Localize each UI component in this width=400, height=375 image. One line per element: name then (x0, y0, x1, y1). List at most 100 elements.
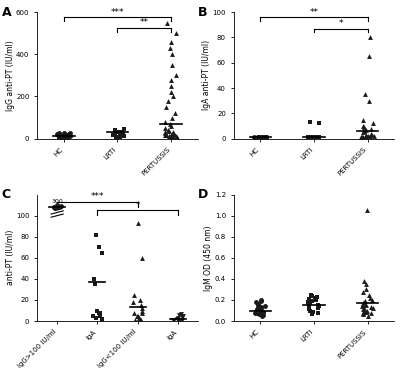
Point (312, 134, 319, 140)
Point (56, 134, 62, 140)
Point (368, 130, 374, 136)
Point (368, 126, 374, 132)
Point (118, 132, 125, 138)
Point (254, 306, 260, 312)
Point (366, 292, 372, 298)
Point (368, 310, 374, 316)
Point (366, 98, 372, 104)
Point (66, 130, 73, 136)
Point (94, 308, 100, 314)
Point (170, 129, 176, 135)
Point (116, 134, 122, 140)
Point (162, 130, 168, 136)
Point (173, 30, 179, 36)
Point (117, 129, 123, 135)
Point (136, 317, 142, 323)
Point (359, 134, 365, 140)
Point (90, 276, 97, 282)
Point (312, 134, 318, 140)
Point (61, 132, 67, 138)
Point (56, 131, 62, 137)
Text: *: * (135, 201, 140, 210)
Point (137, 316, 144, 322)
Point (255, 134, 261, 140)
Point (176, 312, 183, 318)
Point (312, 295, 318, 301)
Point (168, 83, 174, 89)
Point (361, 278, 367, 284)
Text: **: ** (310, 8, 318, 16)
Point (52, 205, 58, 211)
Point (369, 132, 376, 138)
Point (169, 131, 176, 137)
Point (251, 134, 257, 140)
Text: A: A (2, 6, 11, 19)
Point (254, 302, 261, 308)
Point (138, 317, 144, 323)
Point (56, 135, 63, 141)
Point (361, 124, 368, 130)
Point (120, 126, 127, 132)
Point (362, 132, 369, 138)
Point (65, 132, 72, 138)
Point (162, 131, 169, 137)
Point (315, 134, 321, 140)
Point (117, 130, 124, 136)
Point (360, 310, 366, 316)
Point (168, 132, 174, 138)
Point (254, 134, 261, 140)
Point (165, 98, 172, 104)
Point (162, 132, 168, 138)
Point (309, 134, 316, 140)
Point (134, 313, 141, 319)
Point (314, 302, 321, 308)
Point (360, 306, 366, 312)
Point (307, 300, 313, 306)
Point (306, 304, 312, 310)
Point (260, 134, 266, 140)
Point (263, 134, 269, 140)
Point (362, 134, 369, 140)
Point (362, 134, 369, 140)
Point (263, 134, 269, 140)
Point (360, 301, 366, 307)
Point (58, 135, 64, 141)
Point (66, 133, 73, 139)
Point (130, 299, 136, 305)
Point (363, 281, 369, 287)
Point (310, 309, 317, 315)
Point (366, 34, 373, 40)
Y-axis label: IgM OD (450 nm): IgM OD (450 nm) (204, 225, 213, 291)
Point (172, 110, 178, 116)
Point (253, 308, 259, 314)
Text: **: ** (140, 18, 149, 27)
Y-axis label: IgG anti-PT (IU/ml): IgG anti-PT (IU/ml) (6, 40, 14, 111)
Point (173, 72, 179, 78)
Point (162, 119, 168, 125)
Point (358, 134, 364, 140)
Point (56, 206, 62, 212)
Point (256, 134, 262, 140)
Point (360, 134, 367, 140)
Point (258, 297, 265, 303)
Text: 300: 300 (51, 199, 63, 204)
Point (361, 308, 367, 314)
Point (167, 135, 173, 141)
Point (112, 131, 118, 137)
Point (360, 300, 367, 306)
Point (316, 303, 322, 309)
Point (307, 134, 314, 140)
Point (172, 133, 179, 139)
Point (56, 130, 62, 136)
Point (360, 117, 366, 123)
Point (138, 302, 144, 308)
Point (260, 134, 266, 140)
Point (168, 134, 174, 140)
Point (368, 297, 375, 303)
Point (110, 132, 116, 138)
Point (167, 121, 173, 127)
Point (179, 314, 185, 320)
Point (169, 51, 176, 57)
Point (305, 299, 311, 305)
Point (370, 120, 376, 126)
